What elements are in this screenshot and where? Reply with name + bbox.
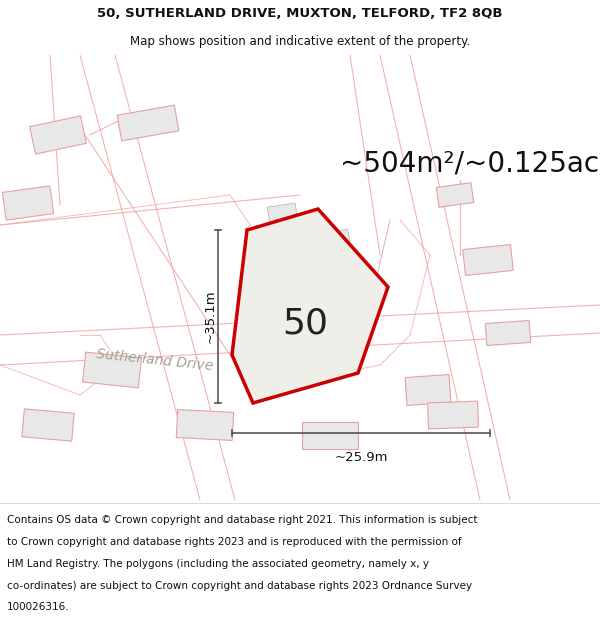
Text: ~35.1m: ~35.1m	[203, 290, 217, 343]
Text: 50, SUTHERLAND DRIVE, MUXTON, TELFORD, TF2 8QB: 50, SUTHERLAND DRIVE, MUXTON, TELFORD, T…	[97, 8, 503, 20]
Text: ~25.9m: ~25.9m	[334, 451, 388, 464]
Polygon shape	[463, 244, 513, 276]
Text: to Crown copyright and database rights 2023 and is reproduced with the permissio: to Crown copyright and database rights 2…	[7, 537, 462, 547]
Polygon shape	[326, 229, 354, 265]
Text: 50: 50	[282, 306, 328, 340]
Text: Map shows position and indicative extent of the property.: Map shows position and indicative extent…	[130, 35, 470, 48]
Polygon shape	[485, 321, 531, 346]
Polygon shape	[302, 421, 358, 449]
Polygon shape	[428, 401, 478, 429]
Text: Sutherland Drive: Sutherland Drive	[96, 347, 214, 373]
Polygon shape	[268, 203, 299, 231]
Polygon shape	[22, 409, 74, 441]
Text: 100026316.: 100026316.	[7, 602, 70, 612]
Polygon shape	[83, 352, 142, 388]
Polygon shape	[405, 374, 451, 406]
Text: Contains OS data © Crown copyright and database right 2021. This information is : Contains OS data © Crown copyright and d…	[7, 515, 478, 525]
Polygon shape	[29, 116, 86, 154]
Text: HM Land Registry. The polygons (including the associated geometry, namely x, y: HM Land Registry. The polygons (includin…	[7, 559, 429, 569]
Polygon shape	[436, 182, 474, 208]
Polygon shape	[2, 186, 54, 220]
Text: co-ordinates) are subject to Crown copyright and database rights 2023 Ordnance S: co-ordinates) are subject to Crown copyr…	[7, 581, 472, 591]
Polygon shape	[232, 209, 388, 403]
Text: ~504m²/~0.125ac.: ~504m²/~0.125ac.	[340, 149, 600, 177]
Polygon shape	[117, 105, 179, 141]
Polygon shape	[176, 409, 233, 441]
